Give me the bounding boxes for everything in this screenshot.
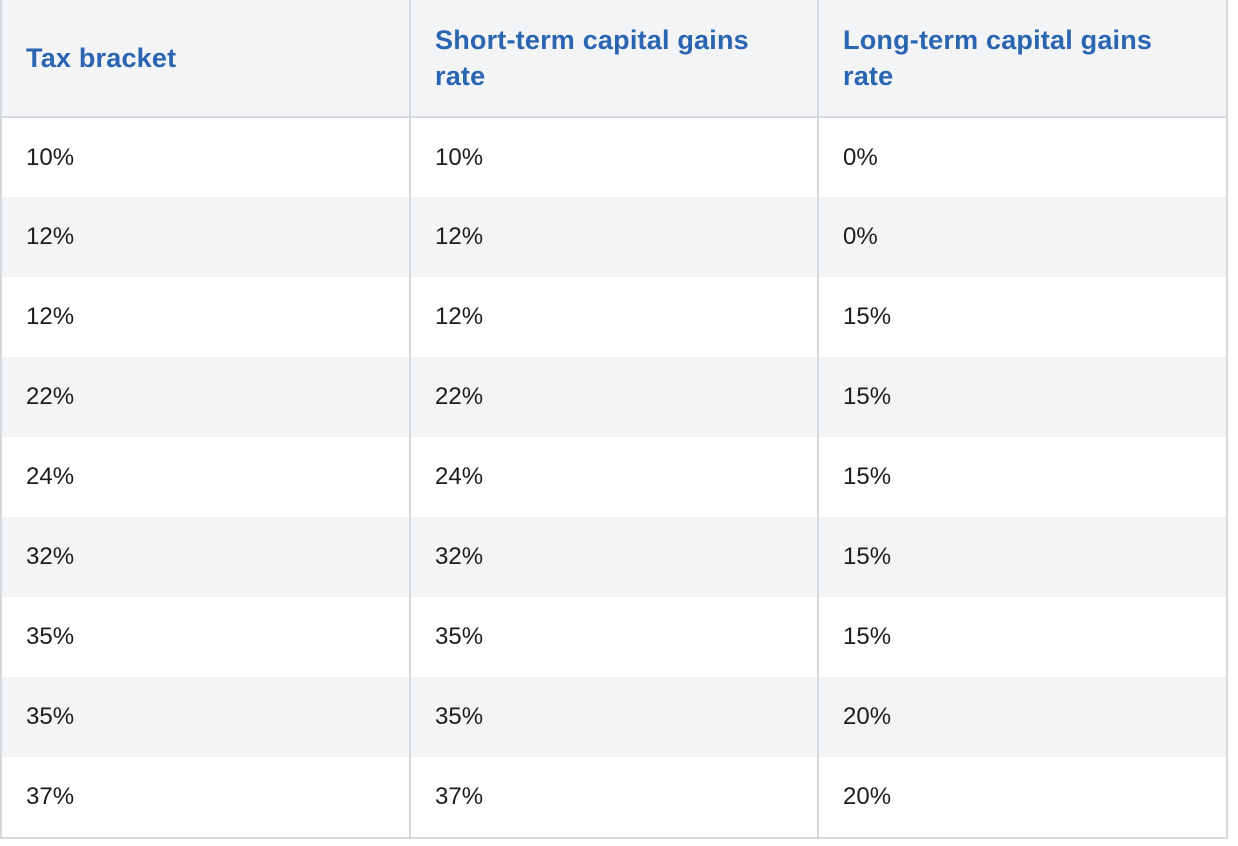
- cell-short-term-rate: 12%: [410, 277, 819, 357]
- table-row: 10% 10% 0%: [2, 117, 1226, 197]
- cell-short-term-rate: 10%: [410, 117, 819, 197]
- cell-short-term-rate: 24%: [410, 437, 819, 517]
- cell-tax-bracket: 35%: [2, 597, 411, 677]
- table-row: 12% 12% 15%: [2, 277, 1226, 357]
- table-row: 22% 22% 15%: [2, 357, 1226, 437]
- cell-short-term-rate: 22%: [410, 357, 819, 437]
- cell-long-term-rate: 15%: [818, 437, 1226, 517]
- table-row: 12% 12% 0%: [2, 197, 1226, 277]
- cell-tax-bracket: 32%: [2, 517, 411, 597]
- cell-short-term-rate: 35%: [410, 597, 819, 677]
- cell-long-term-rate: 15%: [818, 517, 1226, 597]
- cell-short-term-rate: 35%: [410, 677, 819, 757]
- cell-tax-bracket: 37%: [2, 757, 411, 837]
- cell-long-term-rate: 0%: [818, 117, 1226, 197]
- cell-long-term-rate: 15%: [818, 597, 1226, 677]
- cell-tax-bracket: 35%: [2, 677, 411, 757]
- table-row: 35% 35% 15%: [2, 597, 1226, 677]
- cell-short-term-rate: 37%: [410, 757, 819, 837]
- cell-tax-bracket: 24%: [2, 437, 411, 517]
- cell-long-term-rate: 20%: [818, 757, 1226, 837]
- cell-long-term-rate: 20%: [818, 677, 1226, 757]
- cell-long-term-rate: 0%: [818, 197, 1226, 277]
- cell-tax-bracket: 12%: [2, 197, 411, 277]
- table-row: 35% 35% 20%: [2, 677, 1226, 757]
- cell-tax-bracket: 22%: [2, 357, 411, 437]
- table-row: 37% 37% 20%: [2, 757, 1226, 837]
- header-tax-bracket: Tax bracket: [2, 0, 411, 118]
- table-body: 10% 10% 0% 12% 12% 0% 12% 12% 15% 22% 22…: [2, 117, 1226, 837]
- cell-short-term-rate: 12%: [410, 197, 819, 277]
- table-row: 24% 24% 15%: [2, 437, 1226, 517]
- capital-gains-rates-table: Tax bracket Short-term capital gains rat…: [2, 0, 1226, 837]
- cell-long-term-rate: 15%: [818, 277, 1226, 357]
- cell-tax-bracket: 12%: [2, 277, 411, 357]
- cell-tax-bracket: 10%: [2, 117, 411, 197]
- header-long-term-rate: Long-term capital gains rate: [818, 0, 1226, 118]
- cell-short-term-rate: 32%: [410, 517, 819, 597]
- header-row: Tax bracket Short-term capital gains rat…: [2, 0, 1226, 118]
- table-row: 32% 32% 15%: [2, 517, 1226, 597]
- header-short-term-rate: Short-term capital gains rate: [410, 0, 819, 118]
- table-header: Tax bracket Short-term capital gains rat…: [2, 0, 1226, 118]
- cell-long-term-rate: 15%: [818, 357, 1226, 437]
